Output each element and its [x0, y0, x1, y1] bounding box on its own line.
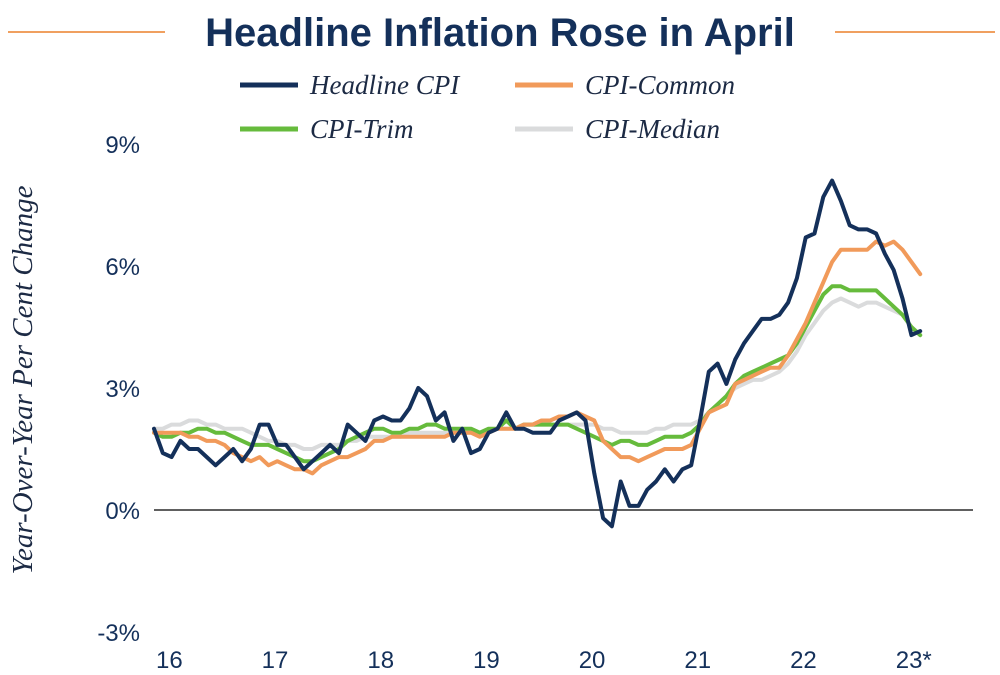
- legend-label-cpi-common: CPI-Common: [585, 70, 735, 100]
- series-line-headline-cpi: [152, 178, 923, 529]
- y-tick-label: 3%: [105, 376, 140, 403]
- series-lines: [152, 178, 923, 529]
- x-tick-label: 18: [367, 647, 394, 674]
- x-tick-label: 17: [262, 647, 289, 674]
- chart-title: Headline Inflation Rose in April: [205, 11, 795, 55]
- x-tick-label: 22: [790, 647, 817, 674]
- y-tick-label: -3%: [97, 620, 140, 647]
- x-tick-label: 16: [156, 647, 183, 674]
- y-tick-label: 0%: [105, 498, 140, 525]
- series-line-cpi-trim: [152, 284, 923, 464]
- x-tick-label: 19: [473, 647, 500, 674]
- y-axis-label: Year-Over-Year Per Cent Change: [7, 185, 39, 574]
- series-line-cpi-common: [152, 239, 923, 476]
- x-tick-label: 20: [579, 647, 606, 674]
- y-tick-label: 6%: [105, 254, 140, 281]
- legend-label-headline-cpi: Headline CPI: [309, 70, 461, 100]
- y-axis-ticks: 9% 6% 3% 0% -3%: [97, 132, 140, 647]
- legend: Headline CPI CPI-Common CPI-Trim CPI-Median: [240, 70, 735, 144]
- legend-label-cpi-trim: CPI-Trim: [310, 114, 414, 144]
- y-tick-label: 9%: [105, 132, 140, 159]
- legend-label-cpi-median: CPI-Median: [585, 114, 720, 144]
- x-axis-ticks: 16 17 18 19 20 21 22 23*: [156, 647, 932, 674]
- x-tick-label: 21: [684, 647, 711, 674]
- x-tick-label: 23*: [896, 647, 932, 674]
